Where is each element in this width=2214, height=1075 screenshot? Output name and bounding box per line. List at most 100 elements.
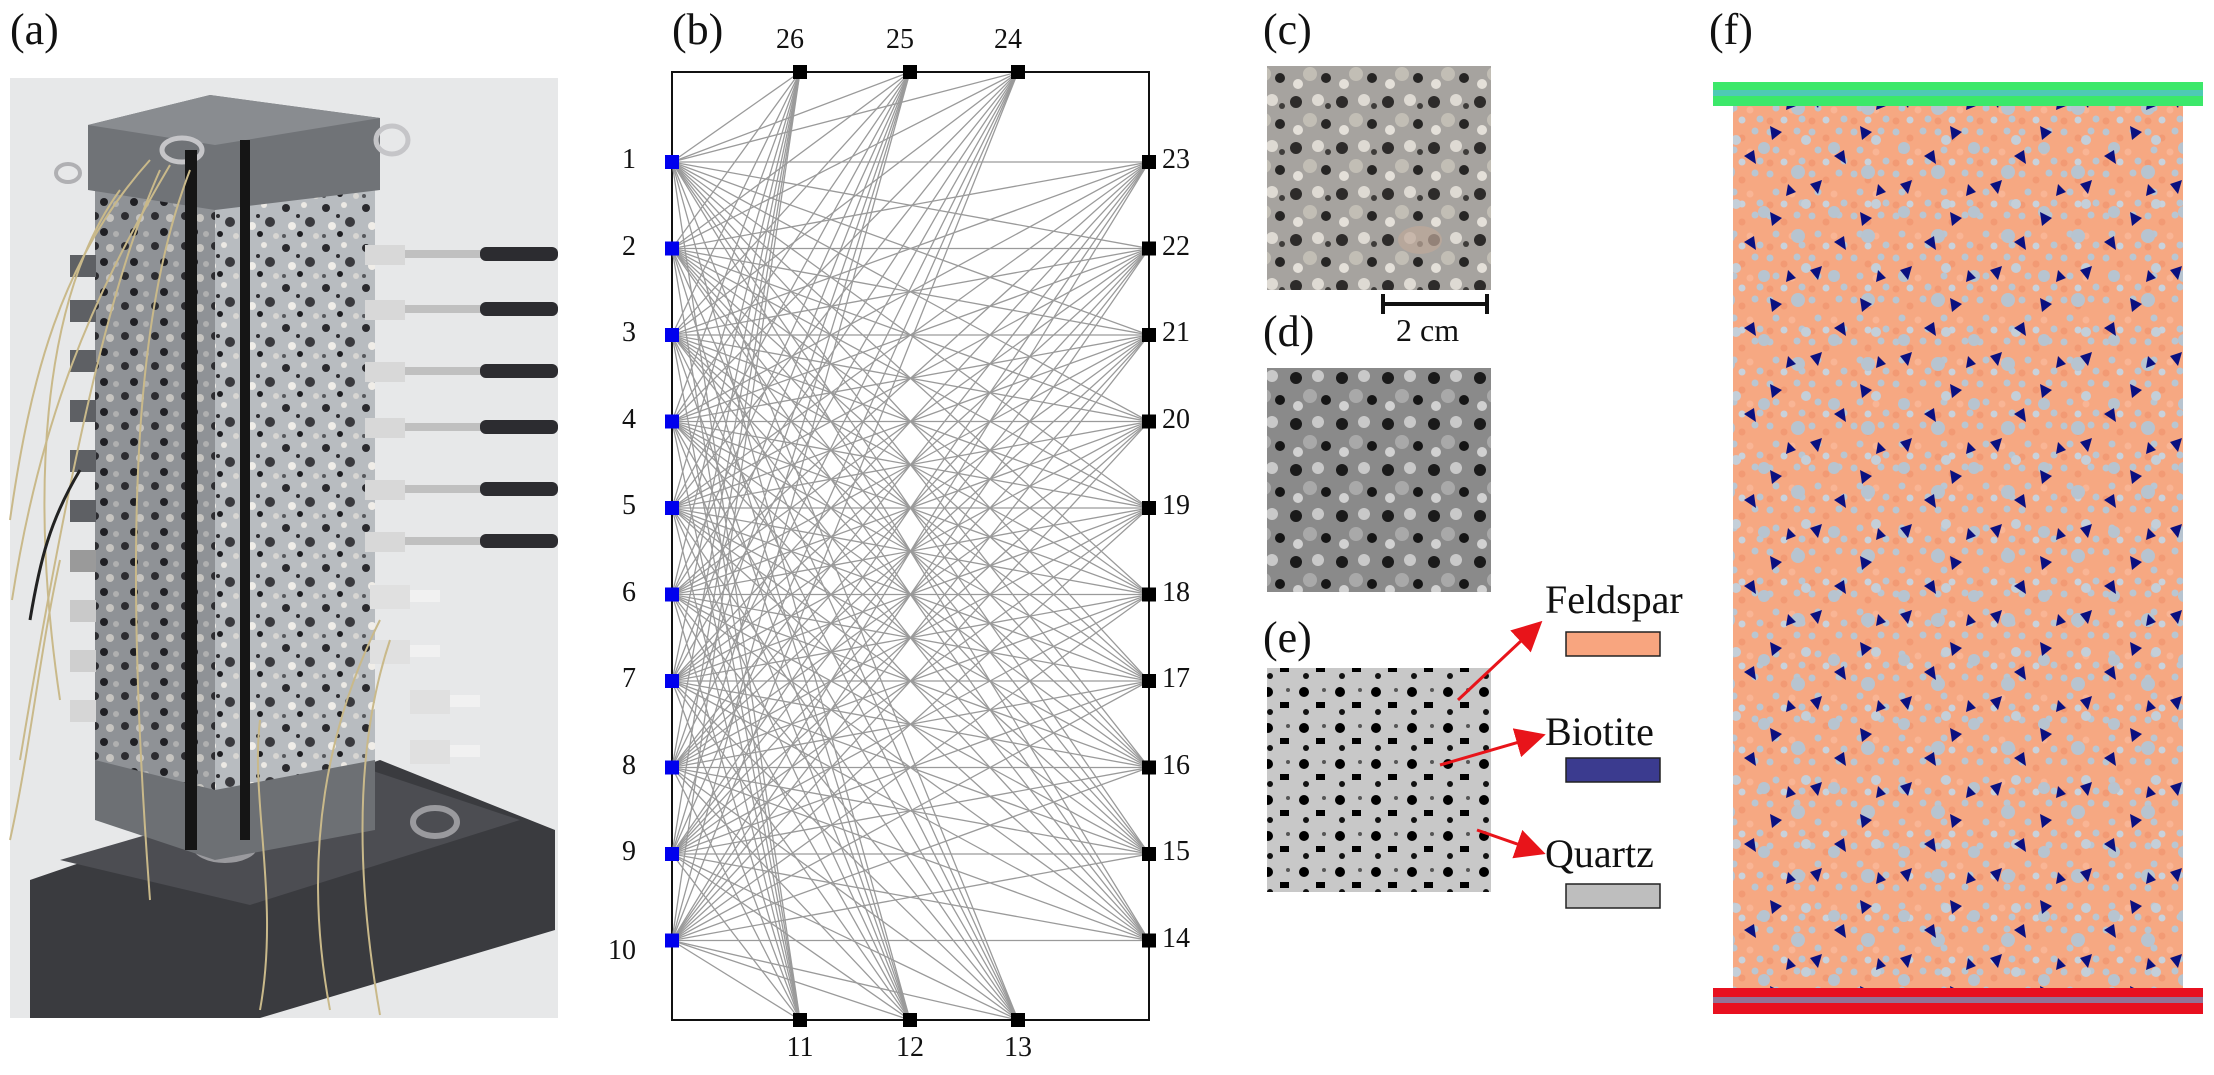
sensor-number-label: 6 — [622, 576, 636, 608]
sensor-number-label: 12 — [896, 1032, 924, 1063]
source-sensor-marker — [665, 933, 679, 948]
ray-path — [671, 71, 801, 163]
ray-paths — [671, 71, 1150, 1021]
granite-segmented — [1267, 668, 1491, 892]
ray-path — [671, 161, 1150, 423]
ray-path — [671, 71, 1019, 250]
sensor-number-label: 20 — [1162, 403, 1190, 435]
ray-path — [671, 680, 801, 1021]
sensor-number-label: 4 — [622, 403, 636, 435]
source-sensor-marker — [665, 847, 679, 861]
receiver-sensor-marker — [1011, 65, 1025, 79]
source-sensor-marker — [665, 587, 679, 602]
sensor-number-label: 24 — [994, 24, 1022, 55]
ray-path — [671, 507, 911, 1021]
ray-path — [671, 853, 801, 1021]
source-sensor-marker — [665, 328, 679, 342]
ray-path — [671, 71, 911, 336]
mineral-label-feldspar: Feldspar — [1545, 577, 1683, 622]
right-sensors — [365, 245, 558, 764]
receiver-sensor-marker — [1142, 328, 1156, 342]
ray-path — [671, 71, 1019, 768]
sensor-number-label: 2 — [622, 230, 636, 262]
ray-path — [671, 161, 1150, 595]
sensor-number-label: 5 — [622, 490, 636, 521]
sensor-number-label: 10 — [608, 934, 636, 966]
sensor-number-label: 15 — [1162, 836, 1190, 867]
ray-path — [671, 421, 911, 1021]
ray-path — [671, 767, 911, 1021]
ray-path — [671, 939, 801, 1021]
ray-path — [671, 71, 911, 941]
sensor-number-label: 22 — [1162, 230, 1190, 262]
receiver-sensor-marker — [1011, 1013, 1025, 1027]
ray-path — [671, 507, 1019, 1021]
granite-photo-gray — [1267, 368, 1491, 592]
ray-path — [671, 71, 801, 249]
ray-path — [671, 71, 801, 941]
ray-path — [671, 939, 1019, 1021]
receiver-sensor-marker — [1142, 414, 1156, 429]
sensor-number-label: 17 — [1162, 663, 1190, 694]
receiver-sensor-marker — [1142, 241, 1156, 256]
sensor-number-label: 13 — [1004, 1032, 1032, 1063]
ray-path — [671, 161, 1150, 941]
sensor-number-label: 23 — [1162, 144, 1190, 175]
sensor-number-label: 11 — [786, 1032, 814, 1063]
top-loading-wall — [1713, 82, 2203, 106]
ray-path — [671, 71, 911, 682]
ray-path — [671, 71, 1019, 509]
ray-path — [671, 161, 1150, 768]
ray-path — [671, 593, 1150, 942]
panel-label-b: (b) — [672, 5, 724, 54]
ray-path — [671, 766, 1019, 1021]
ray-path — [671, 507, 1150, 941]
ray-path — [671, 421, 1150, 941]
panel-label-f: (f) — [1709, 5, 1753, 54]
ray-path — [671, 71, 801, 682]
source-sensor-marker — [665, 501, 679, 515]
panel-label-e: (e) — [1263, 613, 1312, 662]
mineral-label-biotite: Biotite — [1545, 709, 1654, 754]
source-sensor-marker — [665, 155, 679, 169]
receiver-sensor-marker — [793, 1013, 807, 1027]
receiver-sensor-marker — [903, 1013, 917, 1027]
ray-path — [671, 334, 911, 1021]
ray-path — [671, 71, 911, 509]
ray-path — [671, 161, 1150, 855]
ray-path — [671, 71, 801, 336]
ray-path — [671, 680, 1150, 942]
ray-path — [671, 71, 1019, 855]
ray-path — [671, 71, 911, 250]
sensor-number-label: 21 — [1162, 317, 1190, 348]
ray-path — [671, 71, 911, 855]
sensor-number-label: 26 — [776, 24, 804, 55]
ray-path — [671, 71, 911, 595]
ray-path — [671, 71, 1019, 163]
ray-path — [671, 71, 1019, 682]
sensor-number-label: 9 — [622, 836, 636, 867]
ray-path — [671, 161, 1019, 1021]
ray-path — [671, 71, 801, 509]
source-sensor-marker — [665, 674, 679, 688]
sensor-number-label: 8 — [622, 749, 636, 781]
ray-path — [671, 939, 911, 1021]
ray-path — [671, 853, 1019, 1021]
ray-path — [671, 71, 801, 855]
sensor-number-label: 1 — [622, 144, 636, 175]
receiver-sensor-marker — [1142, 501, 1156, 515]
receiver-sensor-marker — [793, 65, 807, 79]
sensor-number-label: 16 — [1162, 749, 1190, 781]
receiver-sensor-marker — [1142, 760, 1156, 775]
ray-path — [671, 71, 801, 595]
ray-path — [671, 161, 1150, 336]
feldspar-swatch — [1565, 631, 1661, 657]
scale-bar-label: 2 cm — [1396, 312, 1460, 348]
scale-bar — [1381, 294, 1489, 314]
sensor-number-label: 14 — [1162, 922, 1190, 954]
ray-path — [671, 161, 1150, 250]
